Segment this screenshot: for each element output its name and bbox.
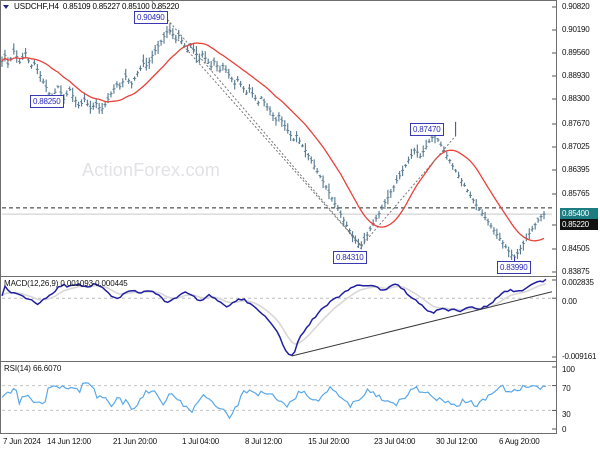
triangle-down-icon[interactable] xyxy=(3,4,9,9)
price-axis-tick-3: 0.88930 xyxy=(562,71,590,80)
rsi-axis-tick-3: 0 xyxy=(562,425,567,434)
current-level-badge: 0.85400 xyxy=(560,208,598,219)
price-axis-tick-2: 0.89560 xyxy=(562,48,590,57)
macd-panel-frame xyxy=(0,276,557,361)
date-axis-tick-5: 15 Jul 20:00 xyxy=(308,437,350,446)
date-axis-tick-6: 23 Jul 04:00 xyxy=(374,437,416,446)
date-axis-tick-0: 7 Jun 2024 xyxy=(3,437,41,446)
date-axis-tick-8: 6 Aug 20:00 xyxy=(499,437,540,446)
price-axis-tick-7: 0.86395 xyxy=(562,165,590,174)
price-axis-tick-10: 0.84505 xyxy=(562,244,590,253)
rsi-axis-tick-0: 100 xyxy=(562,365,575,374)
rsi-indicator-label: RSI(14) 66.6070 xyxy=(4,364,62,373)
price-annotation-low-1[interactable]: 0.88250 xyxy=(30,95,64,108)
rsi-axis-tick-2: 30 xyxy=(562,410,571,419)
date-axis-tick-2: 21 Jun 20:00 xyxy=(113,437,157,446)
price-axis-tick-4: 0.88300 xyxy=(562,94,590,103)
price-chart-plot xyxy=(0,0,556,273)
rsi-chart-plot xyxy=(1,366,556,430)
chart-header: USDCHF,H4 0.85109 0.85227 0.85100 0.8522… xyxy=(3,2,179,11)
date-axis-tick-1: 14 Jun 12:00 xyxy=(47,437,91,446)
price-axis-tick-0: 0.90820 xyxy=(562,2,590,11)
ohlc-values-label: 0.85109 0.85227 0.85100 0.85220 xyxy=(62,2,180,11)
price-annotation-high[interactable]: 0.90490 xyxy=(134,11,168,24)
macd-axis-tick-2: -0.009161 xyxy=(562,352,597,361)
date-axis-tick-3: 1 Jul 04:00 xyxy=(182,437,219,446)
price-annotation-swing-low[interactable]: 0.84310 xyxy=(333,251,367,264)
rsi-panel-frame xyxy=(0,361,557,434)
macd-chart-plot xyxy=(1,278,556,358)
date-axis-tick-7: 30 Jul 12:00 xyxy=(436,437,478,446)
macd-indicator-label: MACD(12,26,9) 0.001093 0.000445 xyxy=(4,279,128,288)
price-axis-tick-11: 0.83875 xyxy=(562,267,590,276)
price-axis-tick-8: 0.85765 xyxy=(562,189,590,198)
price-axis-tick-1: 0.90190 xyxy=(562,25,590,34)
date-axis-tick-4: 8 Jul 12:00 xyxy=(245,437,282,446)
price-axis-tick-5: 0.87670 xyxy=(562,119,590,128)
macd-axis-tick-1: 0.00 xyxy=(562,297,577,306)
price-axis-tick-6: 0.87025 xyxy=(562,142,590,151)
price-annotation-recent-low[interactable]: 0.83990 xyxy=(497,261,531,274)
price-panel-frame xyxy=(0,0,557,276)
date-axis: 7 Jun 2024 14 Jun 12:00 21 Jun 20:00 1 Jul … xyxy=(0,436,557,450)
price-annotation-swing-high[interactable]: 0.87470 xyxy=(410,123,444,136)
watermark-actionforex: ActionForex.com xyxy=(82,160,221,180)
symbol-timeframe-label: USDCHF,H4 xyxy=(14,2,59,11)
macd-axis-tick-0: 0.002835 xyxy=(562,278,594,287)
last-price-badge: 0.85220 xyxy=(560,219,598,230)
rsi-axis-tick-1: 70 xyxy=(562,384,571,393)
